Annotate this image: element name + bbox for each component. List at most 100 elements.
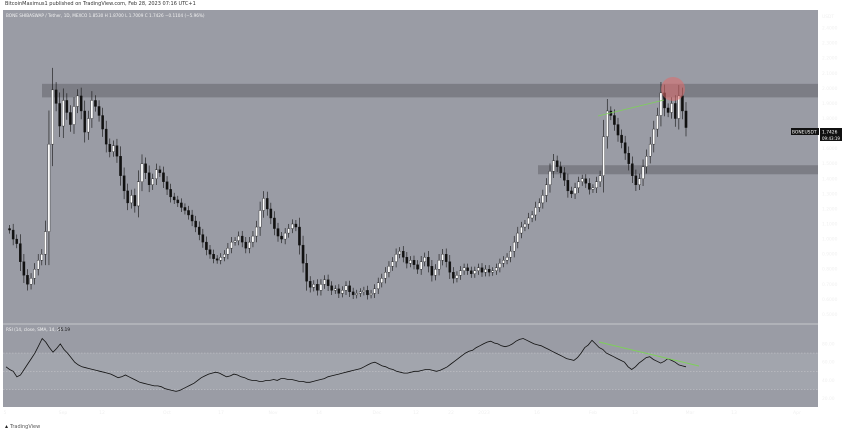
- candle: [144, 163, 147, 173]
- candle: [301, 244, 305, 264]
- candle: [641, 166, 645, 179]
- candle: [312, 284, 316, 288]
- candle: [298, 226, 301, 246]
- time-tick: 13: [731, 410, 737, 416]
- candle: [151, 178, 155, 186]
- candle: [137, 181, 140, 207]
- candle: [573, 187, 577, 195]
- resistance-zone: [42, 83, 818, 98]
- candle: [15, 238, 19, 244]
- candle: [122, 175, 126, 192]
- candle: [512, 241, 516, 252]
- candle: [58, 103, 61, 127]
- price-tick: 2.2000: [822, 56, 838, 62]
- candle: [155, 169, 158, 179]
- candle: [140, 163, 144, 182]
- candles-group: [8, 67, 688, 300]
- time-tick: 12: [413, 410, 419, 416]
- candle: [44, 231, 47, 255]
- candle: [380, 278, 384, 283]
- candle: [359, 291, 362, 294]
- candle: [416, 264, 419, 270]
- candle: [183, 207, 187, 211]
- candle: [47, 143, 51, 232]
- candle: [291, 223, 294, 229]
- footer-brand-text: TradingView: [10, 423, 41, 430]
- candle: [448, 261, 452, 273]
- rsi-tick: 40.00: [822, 378, 835, 384]
- price-tick: 1.3000: [822, 191, 838, 197]
- candle: [19, 243, 22, 262]
- candle: [430, 266, 434, 276]
- candle: [620, 134, 623, 143]
- candle: [520, 226, 523, 234]
- candle: [401, 250, 405, 258]
- candle: [190, 214, 194, 222]
- candle: [555, 160, 559, 167]
- price-label-countdown: 09:43:19: [822, 136, 840, 141]
- time-tick: Mar: [686, 410, 695, 416]
- rsi-title: RSI (14, close, SMA, 14, 2): [6, 327, 62, 332]
- candle: [169, 189, 172, 198]
- candle: [423, 257, 427, 262]
- candle: [605, 110, 609, 137]
- candle: [308, 281, 312, 288]
- candle: [362, 290, 366, 293]
- candle: [83, 110, 87, 133]
- candle: [101, 115, 104, 130]
- price-tick: 2.3000: [822, 41, 838, 47]
- price-axis-ticks: 2.4000 2.3000 2.2000 2.1000 2.0000 1.9000 1.80…: [822, 26, 838, 318]
- candle: [616, 124, 620, 136]
- candle: [208, 249, 212, 255]
- rsi-tick: 80.00: [822, 341, 835, 347]
- price-tick: 2.4000: [822, 26, 838, 32]
- rsi-legend[interactable]: RSI (14, close, SMA, 14, 2) 55.19: [6, 327, 70, 332]
- tradingview-logo-icon: ▴: [5, 423, 9, 430]
- candle: [656, 115, 659, 130]
- candle: [147, 172, 151, 186]
- candle: [419, 261, 423, 270]
- candle: [480, 267, 484, 273]
- candle: [87, 118, 90, 133]
- footer-brand[interactable]: ▴ TradingView: [5, 423, 40, 430]
- time-tick: 13: [632, 410, 638, 416]
- time-tick: Sep: [59, 410, 68, 416]
- candle: [469, 270, 473, 274]
- candle: [527, 217, 530, 225]
- candle: [541, 195, 545, 204]
- candle: [355, 293, 359, 296]
- candle: [97, 106, 101, 116]
- time-tick: Nov: [269, 410, 278, 416]
- candle: [72, 106, 76, 125]
- price-tick: 1.0000: [822, 237, 838, 243]
- time-tick: 17: [218, 410, 224, 416]
- candle: [294, 223, 298, 228]
- candle: [623, 142, 627, 154]
- candle: [341, 290, 344, 294]
- rsi-band: [3, 352, 818, 390]
- price-axis[interactable]: USDT 2.4000 2.3000 2.2000 2.1000 2.0000 1.900…: [822, 14, 838, 318]
- time-tick: 5: [4, 410, 7, 416]
- candle: [613, 115, 616, 125]
- candle: [172, 196, 176, 201]
- ohlc-values: O 1.8530 H 1.8700 L 1.7009 C 1.7426 −0.1…: [84, 13, 205, 18]
- candle: [427, 257, 430, 267]
- candle: [452, 272, 455, 279]
- candle: [376, 282, 380, 290]
- candle: [384, 272, 387, 279]
- candle: [51, 89, 54, 145]
- candle: [684, 110, 688, 128]
- candle: [645, 156, 648, 167]
- candle: [595, 181, 598, 189]
- time-axis[interactable]: 5 Sep 12 Oct 17 Nov 14 Dec 12 22 2023 16 Feb 13 Mar 13 A…: [4, 410, 802, 416]
- candle: [36, 260, 40, 270]
- candle: [373, 288, 376, 294]
- rsi-axis[interactable]: 80.00 60.00 40.00 20.00: [822, 341, 835, 402]
- symbol-legend[interactable]: BONE SHIBASWAP / Tether, 1D, MEXC O 1.85…: [6, 13, 205, 18]
- candle: [230, 241, 233, 249]
- current-price-label: BONEUSDT 1.7426 09:43:19: [791, 128, 842, 141]
- candle: [40, 253, 44, 261]
- symbol-title: BONE SHIBASWAP / Tether, 1D, MEXC: [6, 13, 84, 18]
- candle: [319, 284, 323, 291]
